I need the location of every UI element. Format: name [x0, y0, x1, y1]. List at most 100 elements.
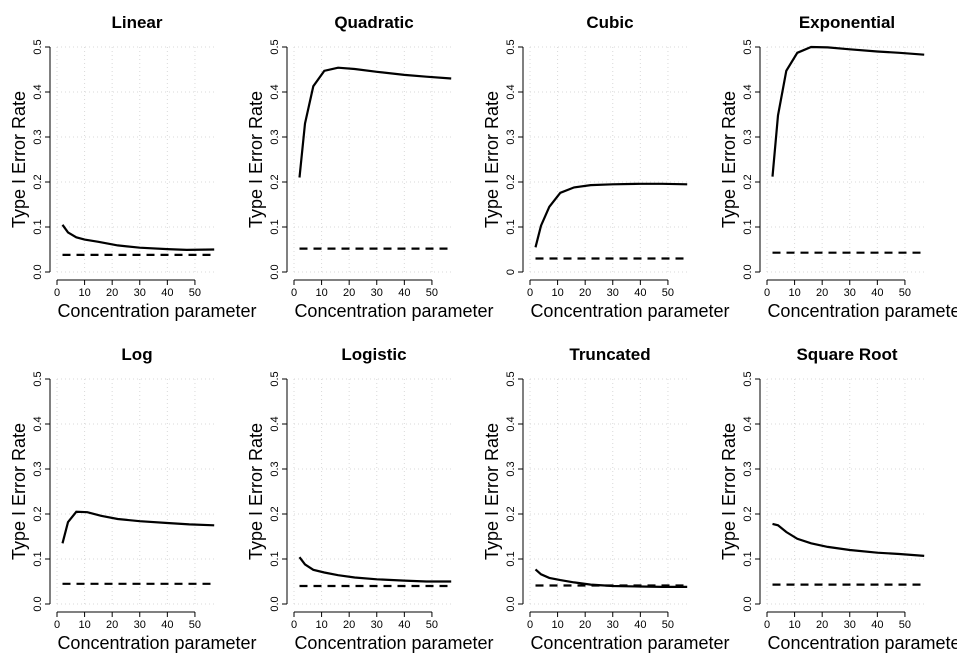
y-tick-label: 0.1	[269, 219, 281, 234]
y-tick-label: 0.1	[742, 551, 754, 566]
y-axis-label: Type I Error Rate	[246, 91, 266, 228]
panel-title: Quadratic	[334, 13, 413, 32]
x-axis-label: Concentration parameter	[767, 301, 957, 321]
x-axis-label: Concentration parameter	[57, 633, 256, 653]
y-tick-label: 0.5	[32, 371, 44, 386]
x-tick-label: 30	[844, 287, 856, 299]
y-tick-label: 0.4	[742, 416, 754, 431]
y-axis-label: Type I Error Rate	[9, 423, 29, 560]
y-tick-label: 0.2	[269, 174, 281, 189]
x-tick-label: 0	[764, 287, 770, 299]
x-tick-label: 20	[579, 619, 591, 631]
x-tick-label: 40	[161, 287, 173, 299]
x-axis-label: Concentration parameter	[57, 301, 256, 321]
y-tick-label: 0.2	[505, 506, 517, 521]
x-axis-label: Concentration parameter	[530, 633, 729, 653]
x-tick-label: 40	[398, 287, 410, 299]
x-tick-label: 20	[343, 619, 355, 631]
y-axis-label: Type I Error Rate	[9, 91, 29, 228]
x-tick-label: 50	[189, 287, 201, 299]
y-tick-label: 0	[505, 269, 517, 275]
y-tick-label: 0.3	[269, 461, 281, 476]
chart-panel-8: Square Root 0 10 20 30 40 50 0.0 0.1 0.2 0.3 0.4 0.5…	[719, 345, 957, 653]
y-tick-label: 0.1	[742, 219, 754, 234]
error-rate-line	[298, 66, 452, 178]
x-tick-label: 50	[662, 287, 674, 299]
x-axis-label: Concentration parameter	[294, 301, 493, 321]
y-axis-label: Type I Error Rate	[482, 423, 502, 560]
x-tick-label: 50	[899, 287, 911, 299]
x-tick-label: 0	[527, 287, 533, 299]
y-axis-label: Type I Error Rate	[246, 423, 266, 560]
error-rate-line	[534, 568, 688, 589]
x-tick-label: 0	[764, 619, 770, 631]
y-tick-label: 0.5	[742, 371, 754, 386]
x-tick-label: 20	[816, 287, 828, 299]
x-tick-label: 20	[816, 619, 828, 631]
x-tick-label: 0	[527, 619, 533, 631]
x-axis-label: Concentration parameter	[530, 301, 729, 321]
x-tick-label: 30	[134, 287, 146, 299]
x-axis-label: Concentration parameter	[294, 633, 493, 653]
error-rate-line	[61, 224, 215, 252]
x-tick-label: 40	[634, 287, 646, 299]
panel-title: Linear	[111, 13, 162, 32]
x-tick-label: 30	[607, 619, 619, 631]
y-tick-label: 0.4	[742, 84, 754, 99]
y-tick-label: 0.4	[505, 84, 517, 99]
y-tick-label: 0.2	[742, 174, 754, 189]
y-tick-label: 0.1	[269, 551, 281, 566]
y-tick-label: 0.0	[32, 264, 44, 279]
y-tick-label: 0.0	[742, 264, 754, 279]
chart-panel-4: Exponential 0 10 20 30 40 50 0.0 0.1 0.2 0.3 0.4 0.5…	[719, 13, 957, 321]
x-tick-label: 40	[398, 619, 410, 631]
y-axis-label: Type I Error Rate	[719, 423, 739, 560]
y-tick-label: 0.5	[742, 39, 754, 54]
y-tick-label: 0.5	[505, 371, 517, 386]
y-tick-label: 0.2	[32, 174, 44, 189]
x-tick-label: 10	[315, 619, 327, 631]
x-tick-label: 20	[343, 287, 355, 299]
y-tick-label: 0.4	[32, 84, 44, 99]
x-tick-label: 10	[788, 619, 800, 631]
panel-title: Square Root	[796, 345, 897, 364]
y-tick-label: 0.1	[505, 551, 517, 566]
y-tick-label: 0.3	[505, 461, 517, 476]
y-axis-label: Type I Error Rate	[719, 91, 739, 228]
x-tick-label: 30	[371, 287, 383, 299]
x-tick-label: 0	[54, 619, 60, 631]
x-tick-label: 50	[662, 619, 674, 631]
error-rate-line	[534, 182, 688, 248]
x-tick-label: 40	[161, 619, 173, 631]
y-tick-label: 0.2	[269, 506, 281, 521]
y-tick-label: 0.3	[269, 129, 281, 144]
error-rate-line	[298, 556, 452, 583]
x-tick-label: 0	[54, 287, 60, 299]
chart-panel-6: Logistic 0 10 20 30 40 50 0.0 0.1 0.2 0.3 0.4 0.5 Con…	[246, 345, 494, 653]
x-tick-label: 0	[291, 287, 297, 299]
x-tick-label: 10	[315, 287, 327, 299]
y-tick-label: 0.3	[32, 129, 44, 144]
y-tick-label: 0.4	[269, 84, 281, 99]
chart-panel-7: Truncated 0 10 20 30 40 50 0.0 0.1 0.2 0.3 0.4 0.5 Co…	[482, 345, 730, 653]
y-tick-label: 0.2	[32, 506, 44, 521]
y-axis-label: Type I Error Rate	[482, 91, 502, 228]
y-tick-label: 0.3	[505, 129, 517, 144]
x-tick-label: 40	[634, 619, 646, 631]
x-tick-label: 30	[844, 619, 856, 631]
x-tick-label: 50	[189, 619, 201, 631]
y-tick-label: 0.5	[505, 39, 517, 54]
x-tick-label: 40	[871, 287, 883, 299]
error-rate-line	[61, 510, 215, 544]
x-tick-label: 20	[106, 287, 118, 299]
y-tick-label: 0.2	[505, 174, 517, 189]
x-tick-label: 30	[134, 619, 146, 631]
y-tick-label: 0.4	[269, 416, 281, 431]
panel-title: Log	[121, 345, 152, 364]
x-tick-label: 30	[371, 619, 383, 631]
error-rate-line	[772, 522, 925, 557]
y-tick-label: 0.4	[505, 416, 517, 431]
x-tick-label: 30	[607, 287, 619, 299]
x-tick-label: 40	[871, 619, 883, 631]
